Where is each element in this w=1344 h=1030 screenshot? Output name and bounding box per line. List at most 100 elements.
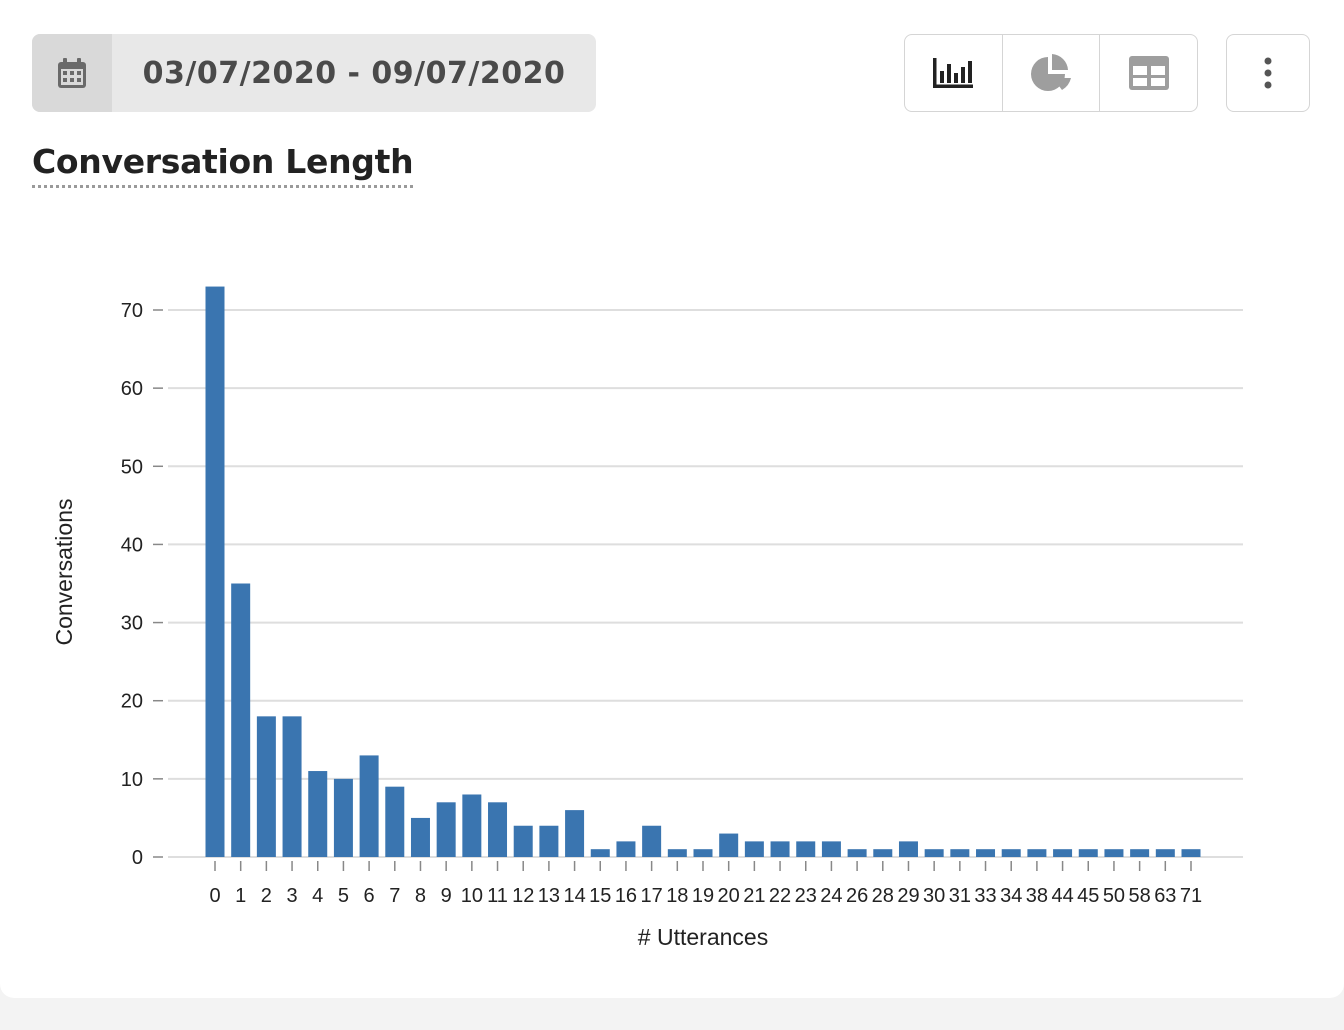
x-tick-label: 10: [461, 885, 483, 907]
x-tick-label: 11: [487, 885, 508, 907]
x-tick-label: 30: [923, 885, 945, 907]
x-tick-label: 33: [974, 885, 996, 907]
x-tick-label: 50: [1103, 885, 1125, 907]
bar: [590, 849, 610, 857]
y-tick-label: 0: [132, 847, 143, 869]
bar: [1155, 849, 1175, 857]
bar: [359, 755, 379, 857]
bar: [976, 849, 996, 857]
y-tick-label: 70: [121, 300, 143, 322]
view-toggle-group: [904, 34, 1198, 112]
bar: [847, 849, 867, 857]
bar: [333, 778, 353, 857]
x-tick-label: 71: [1180, 885, 1202, 907]
pie-chart-icon: [1031, 54, 1071, 91]
bar: [1053, 849, 1073, 857]
bar: [282, 716, 302, 857]
x-tick-label: 8: [415, 885, 426, 907]
chart-title: Conversation Length: [32, 142, 414, 188]
y-tick-label: 10: [121, 769, 143, 791]
x-tick-label: 19: [692, 885, 714, 907]
y-tick-label: 20: [121, 691, 143, 713]
bar: [205, 286, 225, 857]
bar: [667, 849, 687, 857]
y-tick-label: 60: [121, 378, 143, 400]
x-tick-label: 13: [538, 885, 560, 907]
bar: [770, 841, 790, 857]
table-view-button[interactable]: [1100, 35, 1197, 111]
date-range-text[interactable]: 03/07/2020 - 09/07/2020: [142, 55, 566, 91]
x-tick-label: 58: [1129, 885, 1151, 907]
bar: [539, 825, 559, 857]
bar: [924, 849, 944, 857]
bar-chart-view-button[interactable]: [905, 35, 1003, 111]
x-tick-label: 18: [666, 885, 688, 907]
bar: [1181, 849, 1201, 857]
chart-card: 03/07/2020 - 09/07/2020: [0, 0, 1344, 998]
bar: [256, 716, 276, 857]
x-tick-label: 22: [769, 885, 791, 907]
x-tick-label: 14: [563, 885, 585, 907]
y-tick-label: 30: [121, 613, 143, 635]
x-tick-label: 63: [1154, 885, 1176, 907]
x-tick-label: 44: [1051, 885, 1073, 907]
x-tick-label: 0: [209, 885, 220, 907]
x-tick-label: 26: [846, 885, 868, 907]
pie-chart-view-button[interactable]: [1003, 35, 1101, 111]
bar: [410, 817, 430, 857]
x-tick-label: 15: [589, 885, 611, 907]
x-tick-label: 6: [364, 885, 375, 907]
bar: [1104, 849, 1124, 857]
bar: [1001, 849, 1021, 857]
x-tick-label: 23: [795, 885, 817, 907]
y-tick-label: 40: [121, 534, 143, 556]
x-axis-title: # Utterances: [638, 924, 768, 950]
y-axis-title: Conversations: [51, 498, 77, 645]
bar-chart-icon: [933, 58, 974, 88]
x-tick-label: 45: [1077, 885, 1099, 907]
x-tick-label: 17: [641, 885, 663, 907]
x-tick-label: 38: [1026, 885, 1048, 907]
bar: [821, 841, 841, 857]
bar: [616, 841, 636, 857]
table-icon: [1128, 56, 1169, 90]
bar: [565, 810, 585, 857]
x-tick-label: 21: [743, 885, 765, 907]
x-tick-label: 3: [286, 885, 297, 907]
date-range-picker[interactable]: 03/07/2020 - 09/07/2020: [32, 34, 596, 112]
x-tick-label: 9: [441, 885, 452, 907]
more-options-button[interactable]: [1226, 34, 1310, 112]
bar: [231, 583, 251, 857]
bar: [693, 849, 713, 857]
bar: [1130, 849, 1150, 857]
bar: [744, 841, 764, 857]
kebab-menu-icon: [1264, 57, 1272, 89]
x-tick-label: 7: [389, 885, 400, 907]
bar: [385, 786, 405, 857]
x-tick-label: 34: [1000, 885, 1022, 907]
x-tick-label: 24: [820, 885, 842, 907]
x-tick-label: 1: [235, 885, 246, 907]
bar: [642, 825, 662, 857]
bar: [1078, 849, 1098, 857]
x-tick-label: 29: [897, 885, 919, 907]
x-tick-label: 5: [338, 885, 349, 907]
bar: [436, 802, 456, 857]
x-tick-label: 2: [261, 885, 272, 907]
bar: [513, 825, 533, 857]
calendar-icon[interactable]: [32, 34, 112, 112]
x-tick-label: 4: [312, 885, 323, 907]
bar: [873, 849, 893, 857]
x-tick-label: 16: [615, 885, 637, 907]
x-tick-label: 28: [872, 885, 894, 907]
bar: [488, 802, 508, 857]
x-tick-label: 12: [512, 885, 534, 907]
bar: [462, 794, 482, 857]
bar: [796, 841, 816, 857]
bar: [308, 771, 328, 857]
y-tick-label: 50: [121, 456, 143, 478]
x-tick-label: 31: [949, 885, 971, 907]
bar: [898, 841, 918, 857]
bar: [950, 849, 970, 857]
